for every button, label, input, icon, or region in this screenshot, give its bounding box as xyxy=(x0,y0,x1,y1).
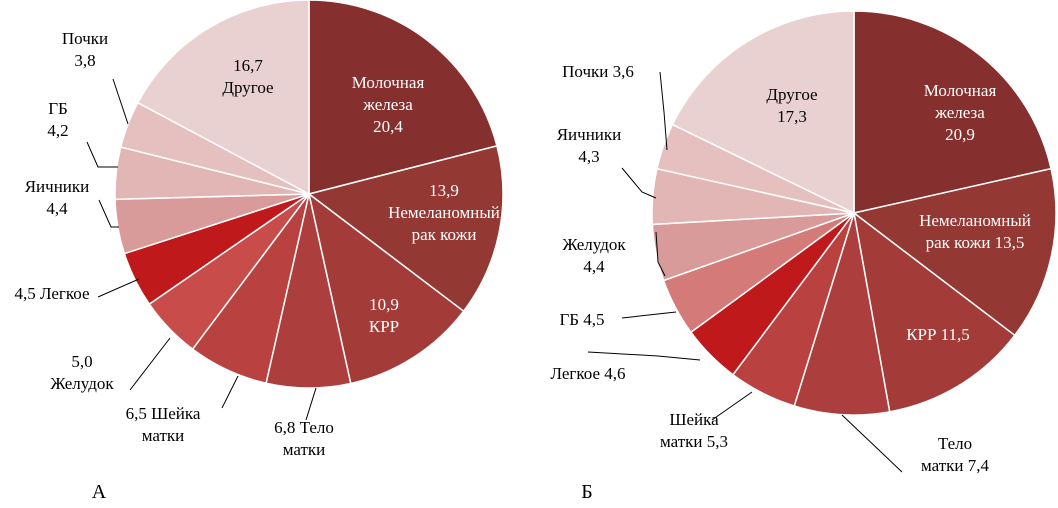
slice-label-a-7: 4,5 Легкое xyxy=(14,284,89,303)
panel-label-a: А xyxy=(92,481,107,503)
pie-slice-a-3 xyxy=(307,192,465,385)
leader-line-b-8 xyxy=(655,231,666,277)
leader-line-b-6 xyxy=(587,351,701,361)
leader-line-a-5 xyxy=(221,375,239,409)
slice-label-a-5: 6,5 Шейка матки xyxy=(126,404,201,445)
slice-label-b-3: КРР 11,5 xyxy=(906,325,970,344)
leader-line-a-4 xyxy=(305,387,317,421)
panel-label-b: Б xyxy=(581,481,592,503)
slice-label-b-9: Яичники 4,3 xyxy=(557,125,622,166)
slice-label-a-11: 16,7 Другое xyxy=(222,56,273,97)
leader-line-b-4 xyxy=(841,414,903,473)
leader-line-b-9 xyxy=(621,167,657,199)
slice-label-a-10: Почки 3,8 xyxy=(62,29,108,70)
leader-line-a-9 xyxy=(86,141,118,168)
leader-line-b-5 xyxy=(711,391,753,421)
pie-slice-b-4 xyxy=(793,212,891,416)
leader-line-a-8 xyxy=(98,199,119,228)
pie-slice-b-2 xyxy=(852,167,1057,337)
slice-label-b-1: Молочная железа 20,9 xyxy=(924,81,997,144)
slice-label-a-3: 10,9 КРР xyxy=(369,295,399,336)
slice-label-b-2: Немеланомный рак кожи 13,5 xyxy=(919,211,1031,252)
slice-label-b-4: Тело матки 7,4 xyxy=(921,434,990,475)
slice-label-b-10: Почки 3,6 xyxy=(562,62,634,81)
pie-slice-b-11 xyxy=(671,10,855,215)
slice-label-a-8: Яичники 4,4 xyxy=(25,177,90,218)
pie-chart-a: Молочная железа 20,4 13,9 Немеланомный рак ко… xyxy=(14,0,504,459)
pie-slice-a-2 xyxy=(307,144,504,313)
leader-line-a-7 xyxy=(97,278,140,298)
slice-label-b-5: Шейка матки 5,3 xyxy=(660,410,728,451)
leader-line-a-6 xyxy=(129,337,171,391)
slice-label-b-8: Желудок 4,4 xyxy=(562,235,626,276)
pie-slice-a-1 xyxy=(308,0,498,195)
slice-label-a-9: ГБ 4,2 xyxy=(47,99,68,140)
slice-label-a-2: 13,9 Немеланомный рак кожи xyxy=(388,181,500,244)
slice-label-a-1: Молочная железа 20,4 xyxy=(352,73,425,136)
leader-line-b-7 xyxy=(621,311,677,319)
slice-label-b-6: Легкое 4,6 xyxy=(550,364,625,383)
pie-slice-a-11 xyxy=(136,0,310,196)
slice-label-a-6: 5,0 Желудок xyxy=(50,352,114,393)
slice-label-a-4: 6,8 Тело матки xyxy=(274,418,334,459)
pie-slice-b-1 xyxy=(853,10,1052,214)
leader-line-a-10 xyxy=(112,78,129,125)
slice-label-b-11: Другое 17,3 xyxy=(766,85,817,126)
leader-line-b-10 xyxy=(659,71,668,151)
slice-label-b-7: ГБ 4,5 xyxy=(559,310,604,329)
pie-chart-b: Молочная железа 20,9 Немеланомный рак кожи 1… xyxy=(550,10,1057,475)
pie-slice-b-3 xyxy=(852,211,1016,413)
